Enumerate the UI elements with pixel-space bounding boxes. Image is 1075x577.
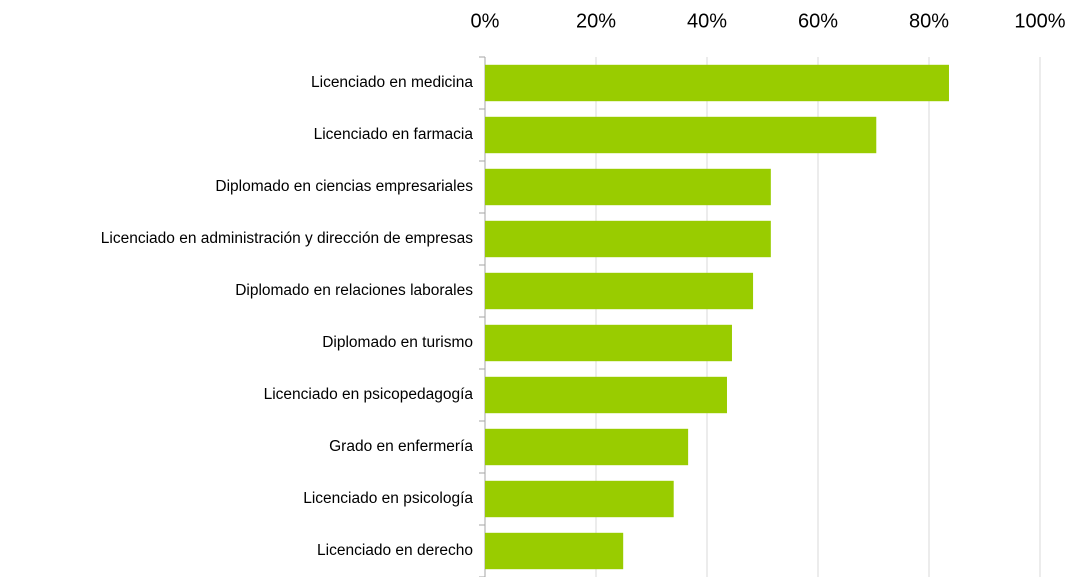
bar	[485, 324, 732, 362]
x-tick-label: 100%	[1014, 10, 1065, 32]
x-tick-label: 60%	[798, 10, 838, 32]
y-tick-label: Diplomado en relaciones laborales	[235, 282, 473, 299]
y-tick-label: Diplomado en ciencias empresariales	[215, 178, 473, 195]
x-tick-label: 40%	[687, 10, 727, 32]
x-tick-label: 0%	[471, 10, 500, 32]
bar	[485, 116, 877, 154]
bar	[485, 376, 727, 414]
y-tick-label: Diplomado en turismo	[322, 334, 473, 351]
bar	[485, 428, 689, 466]
y-tick-label: Licenciado en psicología	[303, 490, 473, 507]
y-tick-label: Licenciado en derecho	[317, 542, 473, 559]
y-tick-label: Grado en enfermería	[329, 438, 473, 455]
y-tick-label: Licenciado en administración y dirección…	[101, 230, 473, 247]
bar	[485, 168, 771, 206]
x-tick-label: 20%	[576, 10, 616, 32]
y-tick-label: Licenciado en medicina	[311, 74, 473, 91]
x-tick-label: 80%	[909, 10, 949, 32]
bar	[485, 532, 624, 570]
bar	[485, 220, 771, 258]
bar	[485, 480, 674, 518]
y-tick-label: Licenciado en farmacia	[314, 126, 474, 143]
y-tick-label: Licenciado en psicopedagogía	[264, 386, 474, 403]
bar	[485, 272, 754, 310]
bar	[485, 64, 949, 102]
